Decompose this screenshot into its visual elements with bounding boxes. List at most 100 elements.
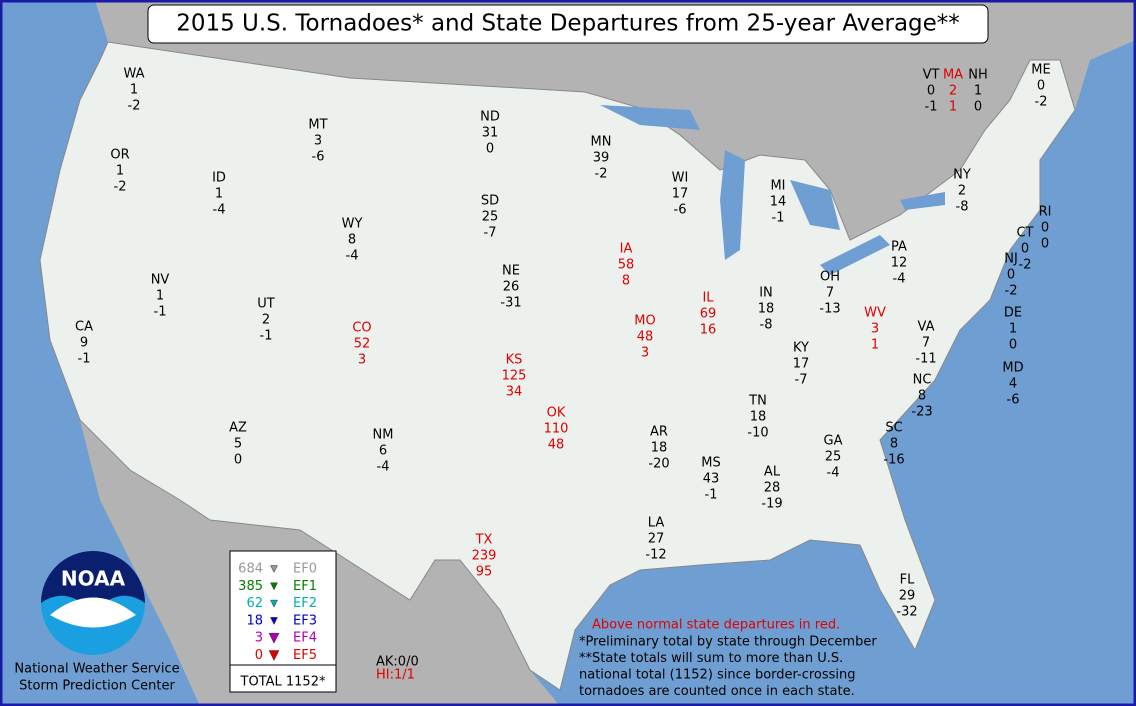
state-abbr: MA xyxy=(943,68,963,83)
state-abbr: ID xyxy=(212,171,226,186)
state-abbr: TX xyxy=(475,533,493,548)
legend-count: 62 xyxy=(246,596,263,611)
state-count: 12 xyxy=(891,256,908,271)
state-count: 3 xyxy=(871,322,879,337)
state-abbr: NJ xyxy=(1004,252,1018,267)
state-abbr: NC xyxy=(913,373,932,388)
state-abbr: NH xyxy=(968,68,988,83)
state-abbr: CT xyxy=(1016,226,1033,241)
state-count: 25 xyxy=(482,210,499,225)
state-abbr: RI xyxy=(1039,205,1052,220)
lake-superior xyxy=(600,105,700,130)
legend-count: 0 xyxy=(255,648,263,663)
state-departure: -1 xyxy=(154,305,167,320)
logo-top xyxy=(41,551,145,612)
logo-gull xyxy=(50,597,136,628)
state-abbr: AZ xyxy=(229,421,247,436)
canada xyxy=(60,0,1136,240)
state-departure: 0 xyxy=(234,453,242,468)
title-box xyxy=(147,4,989,44)
state-abbr: FL xyxy=(900,573,915,588)
state-count: 0 xyxy=(927,84,935,99)
state-count: 0 xyxy=(1037,79,1045,94)
state-count: 110 xyxy=(544,422,569,437)
legend-marker xyxy=(270,565,278,574)
state-departure: -7 xyxy=(795,373,808,388)
state-count: 1 xyxy=(215,187,223,202)
state-abbr: ME xyxy=(1031,63,1050,78)
state-departure: -4 xyxy=(346,249,359,264)
state-count: 27 xyxy=(648,532,665,547)
state-abbr: WY xyxy=(342,217,363,232)
state-count: 8 xyxy=(890,437,898,452)
state-count: 18 xyxy=(750,410,767,425)
legend-label: EF4 xyxy=(293,631,317,646)
state-departure: -2 xyxy=(128,99,141,114)
state-departure: 48 xyxy=(548,438,565,453)
state-count: 43 xyxy=(703,472,720,487)
state-departure: -2 xyxy=(114,180,127,195)
state-abbr: UT xyxy=(257,297,275,312)
state-departure: 0 xyxy=(1041,237,1049,252)
state-count: 48 xyxy=(637,330,654,345)
legend-label: EF2 xyxy=(293,596,317,611)
state-abbr: CA xyxy=(75,320,93,335)
legend-marker xyxy=(268,632,280,644)
state-abbr: VA xyxy=(918,320,935,335)
state-departure: -6 xyxy=(674,203,687,218)
note-line: tornadoes are counted once in each state… xyxy=(579,684,855,699)
org-line: Storm Prediction Center xyxy=(19,679,175,694)
state-abbr: NE xyxy=(502,264,520,279)
state-count: 1 xyxy=(156,289,164,304)
state-count: 125 xyxy=(502,369,527,384)
state-departure: -10 xyxy=(747,426,768,441)
state-count: 1 xyxy=(1009,322,1017,337)
lake-erie xyxy=(820,235,890,275)
alaska-count: AK:0/0 xyxy=(376,655,419,670)
state-departure: -2 xyxy=(595,167,608,182)
state-count: 18 xyxy=(651,441,668,456)
state-departure: -1 xyxy=(772,211,785,226)
state-departure: -1 xyxy=(705,488,718,503)
state-count: 2 xyxy=(958,184,966,199)
state-abbr: TN xyxy=(748,394,767,409)
state-departure: -20 xyxy=(648,457,669,472)
state-departure: 95 xyxy=(476,565,493,580)
state-departure: -2 xyxy=(1035,95,1048,110)
state-count: 239 xyxy=(472,549,497,564)
state-abbr: MT xyxy=(308,118,327,133)
state-departure: -1 xyxy=(925,100,938,115)
state-count: 26 xyxy=(503,280,520,295)
state-departure: -23 xyxy=(911,405,932,420)
state-departure: -16 xyxy=(883,453,904,468)
state-count: 29 xyxy=(899,589,916,604)
state-abbr: AL xyxy=(764,465,781,480)
state-count: 9 xyxy=(80,336,88,351)
lake-michigan xyxy=(720,150,745,260)
state-departure: -7 xyxy=(484,226,497,241)
state-departure: -4 xyxy=(377,460,390,475)
state-abbr: IA xyxy=(620,242,633,257)
state-departure: -6 xyxy=(312,150,325,165)
state-departure: 3 xyxy=(358,353,366,368)
state-abbr: MD xyxy=(1002,361,1023,376)
state-departure: 0 xyxy=(486,142,494,157)
note-line: national total (1152) since border-cross… xyxy=(579,668,856,683)
state-departure: 34 xyxy=(506,385,523,400)
state-departure: 8 xyxy=(622,274,630,289)
state-abbr: NM xyxy=(373,428,394,443)
state-count: 69 xyxy=(700,307,717,322)
state-departure: -13 xyxy=(819,302,840,317)
state-count: 7 xyxy=(922,336,930,351)
state-abbr: SC xyxy=(885,421,902,436)
state-abbr: WI xyxy=(672,171,689,186)
state-abbr: WA xyxy=(123,67,144,82)
state-abbr: OR xyxy=(110,148,129,163)
note-line: *Preliminary total by state through Dece… xyxy=(579,635,877,650)
state-abbr: MI xyxy=(770,179,785,194)
legend-count: 18 xyxy=(246,613,263,628)
state-count: 4 xyxy=(1009,377,1017,392)
state-count: 58 xyxy=(618,258,635,273)
state-count: 28 xyxy=(764,481,781,496)
